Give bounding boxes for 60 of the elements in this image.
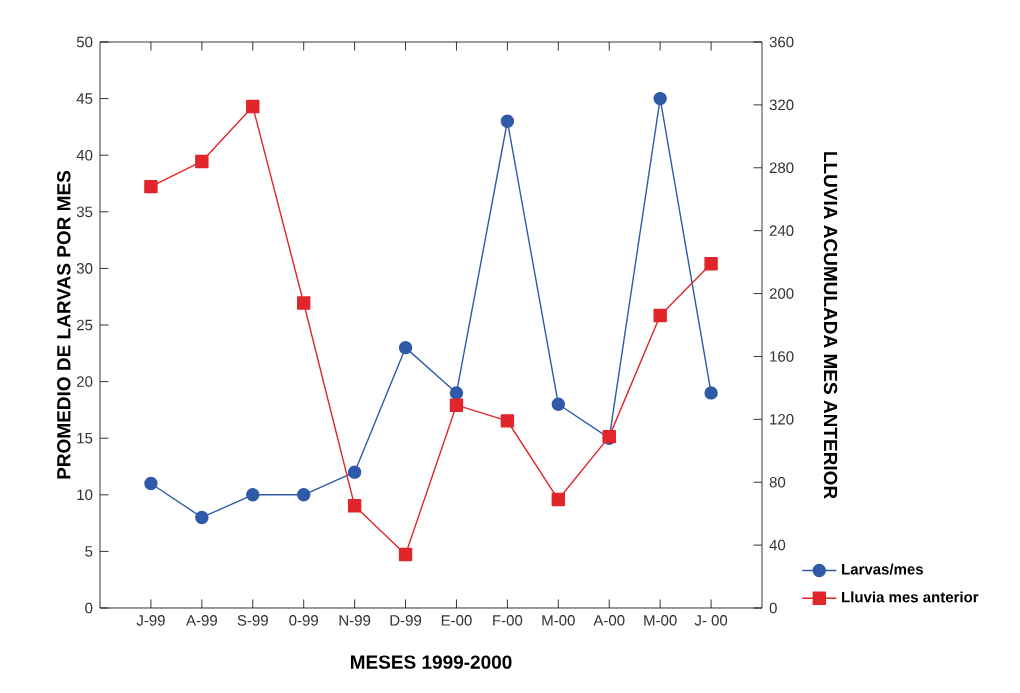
point (551, 492, 566, 507)
y2-axis-title: LLUVIA ACUMULADA MES ANTERIOR (823, 152, 838, 499)
y-tick-label: 50 (76, 36, 93, 48)
y-tick-label: 45 (76, 93, 93, 104)
point (500, 414, 515, 428)
x-tick-label: D-99 (390, 615, 422, 626)
y2-tick-label: 40 (769, 539, 786, 551)
y2-tick-label: 240 (769, 225, 794, 236)
point (144, 476, 158, 491)
y-tick-label: 30 (76, 263, 93, 274)
point (449, 398, 464, 412)
y-tick-label: 0 (85, 602, 93, 614)
y2-tick-label: 80 (769, 476, 786, 488)
x-tick-label: M-00 (644, 615, 677, 626)
x-tick-label: J- 00 (694, 615, 728, 626)
point (500, 114, 515, 128)
legend-label: Lluvia mes anterior (842, 591, 979, 603)
point (398, 547, 413, 562)
x-tick-label: F-00 (493, 615, 523, 626)
point (297, 296, 311, 310)
y2-tick-label: 280 (769, 162, 794, 174)
point (653, 91, 667, 106)
y-tick-label: 10 (77, 489, 93, 501)
x-tick-label: E-00 (441, 615, 472, 626)
point (347, 465, 362, 479)
y2-tick-label: 200 (769, 288, 794, 299)
y2-tick-label: 320 (769, 99, 794, 111)
x-tick-label: A-00 (593, 615, 625, 626)
y-tick-label: 25 (77, 319, 93, 331)
point (704, 386, 718, 400)
x-tick-label: A-99 (186, 615, 217, 626)
point (347, 499, 362, 513)
x-tick-label: S-99 (237, 615, 268, 626)
point (195, 154, 209, 169)
point (398, 340, 413, 355)
point (246, 488, 260, 502)
point (551, 397, 566, 411)
legend-label: Larvas/mes (842, 563, 923, 575)
y2-tick-label: 120 (770, 414, 794, 425)
x-tick-label: J-99 (136, 615, 165, 626)
x-axis-title: MESES 1999-2000 (350, 655, 512, 669)
y-tick-label: 20 (77, 376, 93, 387)
point (195, 510, 209, 525)
y-axis-title: PROMEDIO DE LARVAS POR MES (57, 170, 71, 479)
x-tick-label: M-00 (542, 615, 575, 626)
point (449, 386, 464, 400)
y-tick-label: 35 (76, 206, 93, 218)
y2-tick-label: 160 (770, 351, 794, 362)
point (653, 308, 667, 323)
y-tick-label: 5 (85, 546, 93, 557)
point (246, 99, 260, 114)
point (144, 179, 158, 194)
y-tick-label: 40 (76, 149, 93, 161)
point (297, 488, 311, 502)
y2-tick-label: 0 (769, 602, 777, 614)
point (704, 256, 718, 271)
x-tick-label: N-99 (339, 615, 371, 626)
x-tick-label: 0-99 (289, 615, 318, 626)
y-tick-label: 15 (77, 432, 93, 444)
y2-tick-label: 360 (769, 36, 794, 48)
